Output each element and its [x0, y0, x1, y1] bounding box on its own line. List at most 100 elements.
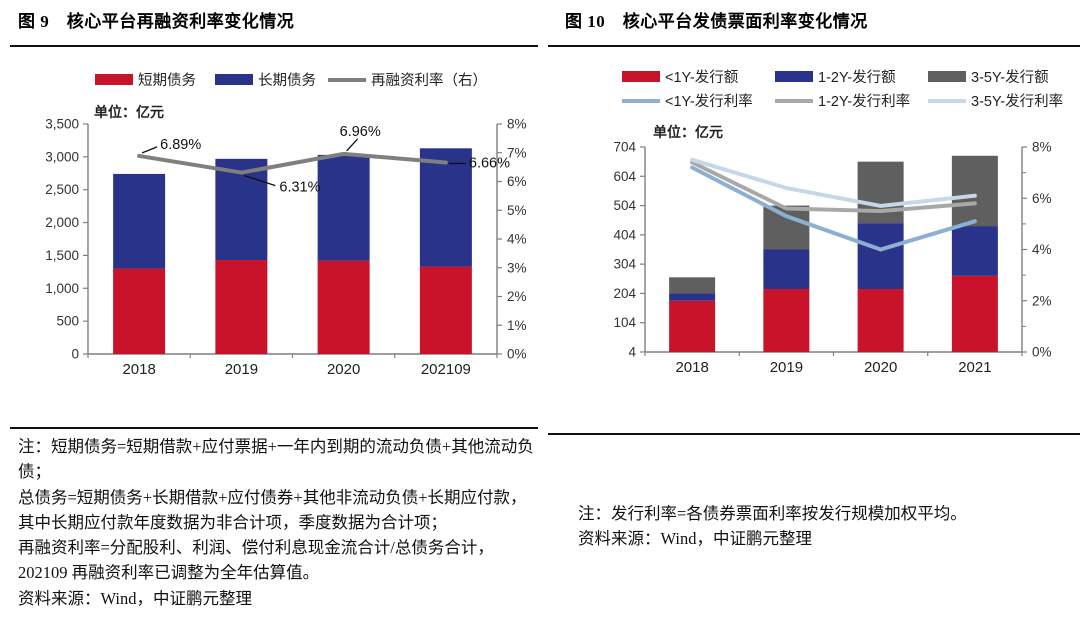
right-tick-label: 6% [1032, 191, 1052, 206]
legend-label: 短期债务 [138, 72, 196, 89]
right-tick-label: 1% [507, 318, 527, 333]
rate-line-<1Y-发行利率 [690, 165, 977, 252]
left-tick-label: 500 [56, 314, 79, 329]
bar-segment-长期债务 [317, 154, 370, 261]
bar-segment-短期债务 [419, 266, 472, 354]
left-tick-label: 604 [613, 169, 636, 184]
note-line: 再融资利率=分配股利、利润、偿付利息现金流合计/总债务合计，202109 再融资… [18, 538, 494, 583]
legend-label: 长期债务 [258, 72, 316, 89]
left-tick-label: 2,500 [45, 182, 79, 197]
bar-segment-长期债务 [419, 148, 472, 267]
bar-segment-短期债务 [317, 260, 370, 354]
x-category-label: 2018 [122, 361, 155, 378]
figure9-notes: 注：短期债务=短期借款+应付票据+一年内到期的流动负债+其他流动负债； 总债务=短… [10, 434, 538, 611]
figure10-notes: 注：发行利率=各债券票面利率按发行规模加权平均。 资料来源：Wind，中证鹏元整理 [548, 501, 1080, 552]
figure10-title: 图 10 核心平台发债票面利率变化情况 [565, 12, 868, 31]
left-tick-label: 0 [71, 347, 79, 362]
left-tick-label: 704 [613, 140, 636, 155]
x-category-label: 2019 [770, 359, 803, 376]
figure-10: 图 10 核心平台发债票面利率变化情况 <1Y-发行额 1-2Y-发行额 3-5Y-… [548, 0, 1080, 611]
left-tick-label: 1,500 [45, 248, 79, 263]
line-data-label: 6.96% [340, 124, 381, 140]
figure9-title: 图 9 核心平台再融资利率变化情况 [18, 12, 295, 31]
figure9-top-rule [10, 45, 538, 47]
left-tick-label: 504 [613, 198, 636, 213]
bar-segment-3-5Y-发行额 [951, 155, 998, 227]
right-tick-label: 4% [1032, 242, 1052, 257]
bar-segment-3-5Y-发行额 [669, 277, 716, 294]
legend-label: <1Y-发行利率 [665, 93, 753, 110]
legend-label: 再融资利率（右） [371, 72, 487, 89]
figure10-bottom-rule [548, 433, 1080, 435]
bar-segment-<1Y-发行额 [669, 300, 716, 352]
rate-line-1-2Y-发行利率 [690, 160, 977, 214]
bar-segment-1-2Y-发行额 [669, 293, 716, 301]
figure-9: 图 9 核心平台再融资利率变化情况 短期债务 长期债务 再融资利率（右） 单位：亿元 3… [10, 0, 538, 611]
line-data-label: 6.66% [469, 156, 510, 172]
legend-swatch-1-2Y-发行额 [775, 71, 813, 82]
x-category-label: 2021 [958, 359, 991, 376]
bar-segment-1-2Y-发行额 [857, 223, 904, 290]
left-tick-label: 3,500 [45, 117, 79, 132]
bar-segment-长期债务 [215, 158, 268, 261]
rate-line-再融资利率（右） [137, 151, 448, 175]
left-tick-label: 304 [613, 257, 636, 272]
bar-segment-<1Y-发行额 [951, 275, 998, 352]
bar-segment-<1Y-发行额 [857, 289, 904, 352]
right-tick-label: 2% [507, 289, 527, 304]
figure9-bottom-rule [10, 427, 538, 429]
legend-swatch-短期债务 [95, 74, 133, 85]
x-category-label: 202109 [421, 361, 471, 378]
legend-label: 3-5Y-发行额 [971, 69, 1049, 86]
left-tick-label: 3,000 [45, 149, 79, 164]
legend-label: 1-2Y-发行利率 [818, 93, 910, 110]
right-tick-label: 2% [1032, 293, 1052, 308]
figure10-chart: <1Y-发行额 1-2Y-发行额 3-5Y-发行额 <1Y-发行利率 1-2Y-发行利率… [613, 69, 1063, 376]
legend-swatch-<1Y-发行额 [622, 71, 660, 82]
left-tick-label: 404 [613, 227, 636, 242]
line-data-label: 6.89% [160, 137, 201, 153]
right-tick-label: 5% [507, 203, 527, 218]
bar-segment-3-5Y-发行额 [763, 205, 810, 250]
bar-segment-<1Y-发行额 [763, 289, 810, 352]
legend-label: 3-5Y-发行利率 [971, 93, 1063, 110]
left-tick-label: 104 [613, 315, 636, 330]
figure10-top-rule [548, 45, 1080, 47]
left-tick-label: 1,000 [45, 281, 79, 296]
bar-segment-短期债务 [215, 260, 268, 354]
label-leader-line [141, 146, 158, 154]
right-tick-label: 8% [507, 117, 527, 132]
right-tick-label: 7% [507, 145, 527, 160]
unit-label: 单位：亿元 [94, 104, 164, 120]
right-tick-label: 3% [507, 260, 527, 275]
right-tick-label: 0% [507, 347, 527, 362]
note-line: 资料来源：Wind，中证鹏元整理 [18, 588, 252, 608]
right-tick-label: 6% [507, 174, 527, 189]
x-category-label: 2020 [327, 361, 360, 378]
note-line: 总债务=短期债务+长期借款+应付债券+其他非流动负债+长期应付款，其中长期应付款… [18, 487, 527, 532]
line-data-label: 6.31% [279, 180, 320, 196]
legend-swatch-长期债务 [215, 74, 253, 85]
bar-segment-1-2Y-发行额 [763, 249, 810, 290]
right-tick-label: 8% [1032, 140, 1052, 155]
note-line: 资料来源：Wind，中证鹏元整理 [578, 529, 812, 549]
bar-segment-短期债务 [113, 268, 166, 354]
right-tick-label: 0% [1032, 345, 1052, 360]
legend-label: 1-2Y-发行额 [818, 69, 896, 86]
x-category-label: 2020 [864, 359, 897, 376]
note-line: 注：短期债务=短期借款+应付票据+一年内到期的流动负债+其他流动负债； [18, 437, 534, 482]
label-leader-line [346, 138, 359, 152]
unit-label: 单位：亿元 [653, 124, 723, 140]
right-tick-label: 4% [507, 232, 527, 247]
rate-line-3-5Y-发行利率 [690, 157, 977, 208]
figure9-chart: 短期债务 长期债务 再融资利率（右） 单位：亿元 3,500 3,000 2,500 2,00… [45, 72, 527, 378]
x-category-label: 2019 [225, 361, 258, 378]
label-leader-line [244, 174, 276, 187]
bar-segment-1-2Y-发行额 [951, 226, 998, 276]
bar-segment-长期债务 [113, 173, 166, 269]
left-tick-label: 204 [613, 286, 636, 301]
note-line: 注：发行利率=各债券票面利率按发行规模加权平均。 [578, 504, 967, 523]
x-category-label: 2018 [675, 359, 708, 376]
two-figure-report-page: 图 9 核心平台再融资利率变化情况 短期债务 长期债务 再融资利率（右） 单位：亿元 3… [10, 0, 1080, 611]
bar-segment-3-5Y-发行额 [857, 161, 904, 224]
